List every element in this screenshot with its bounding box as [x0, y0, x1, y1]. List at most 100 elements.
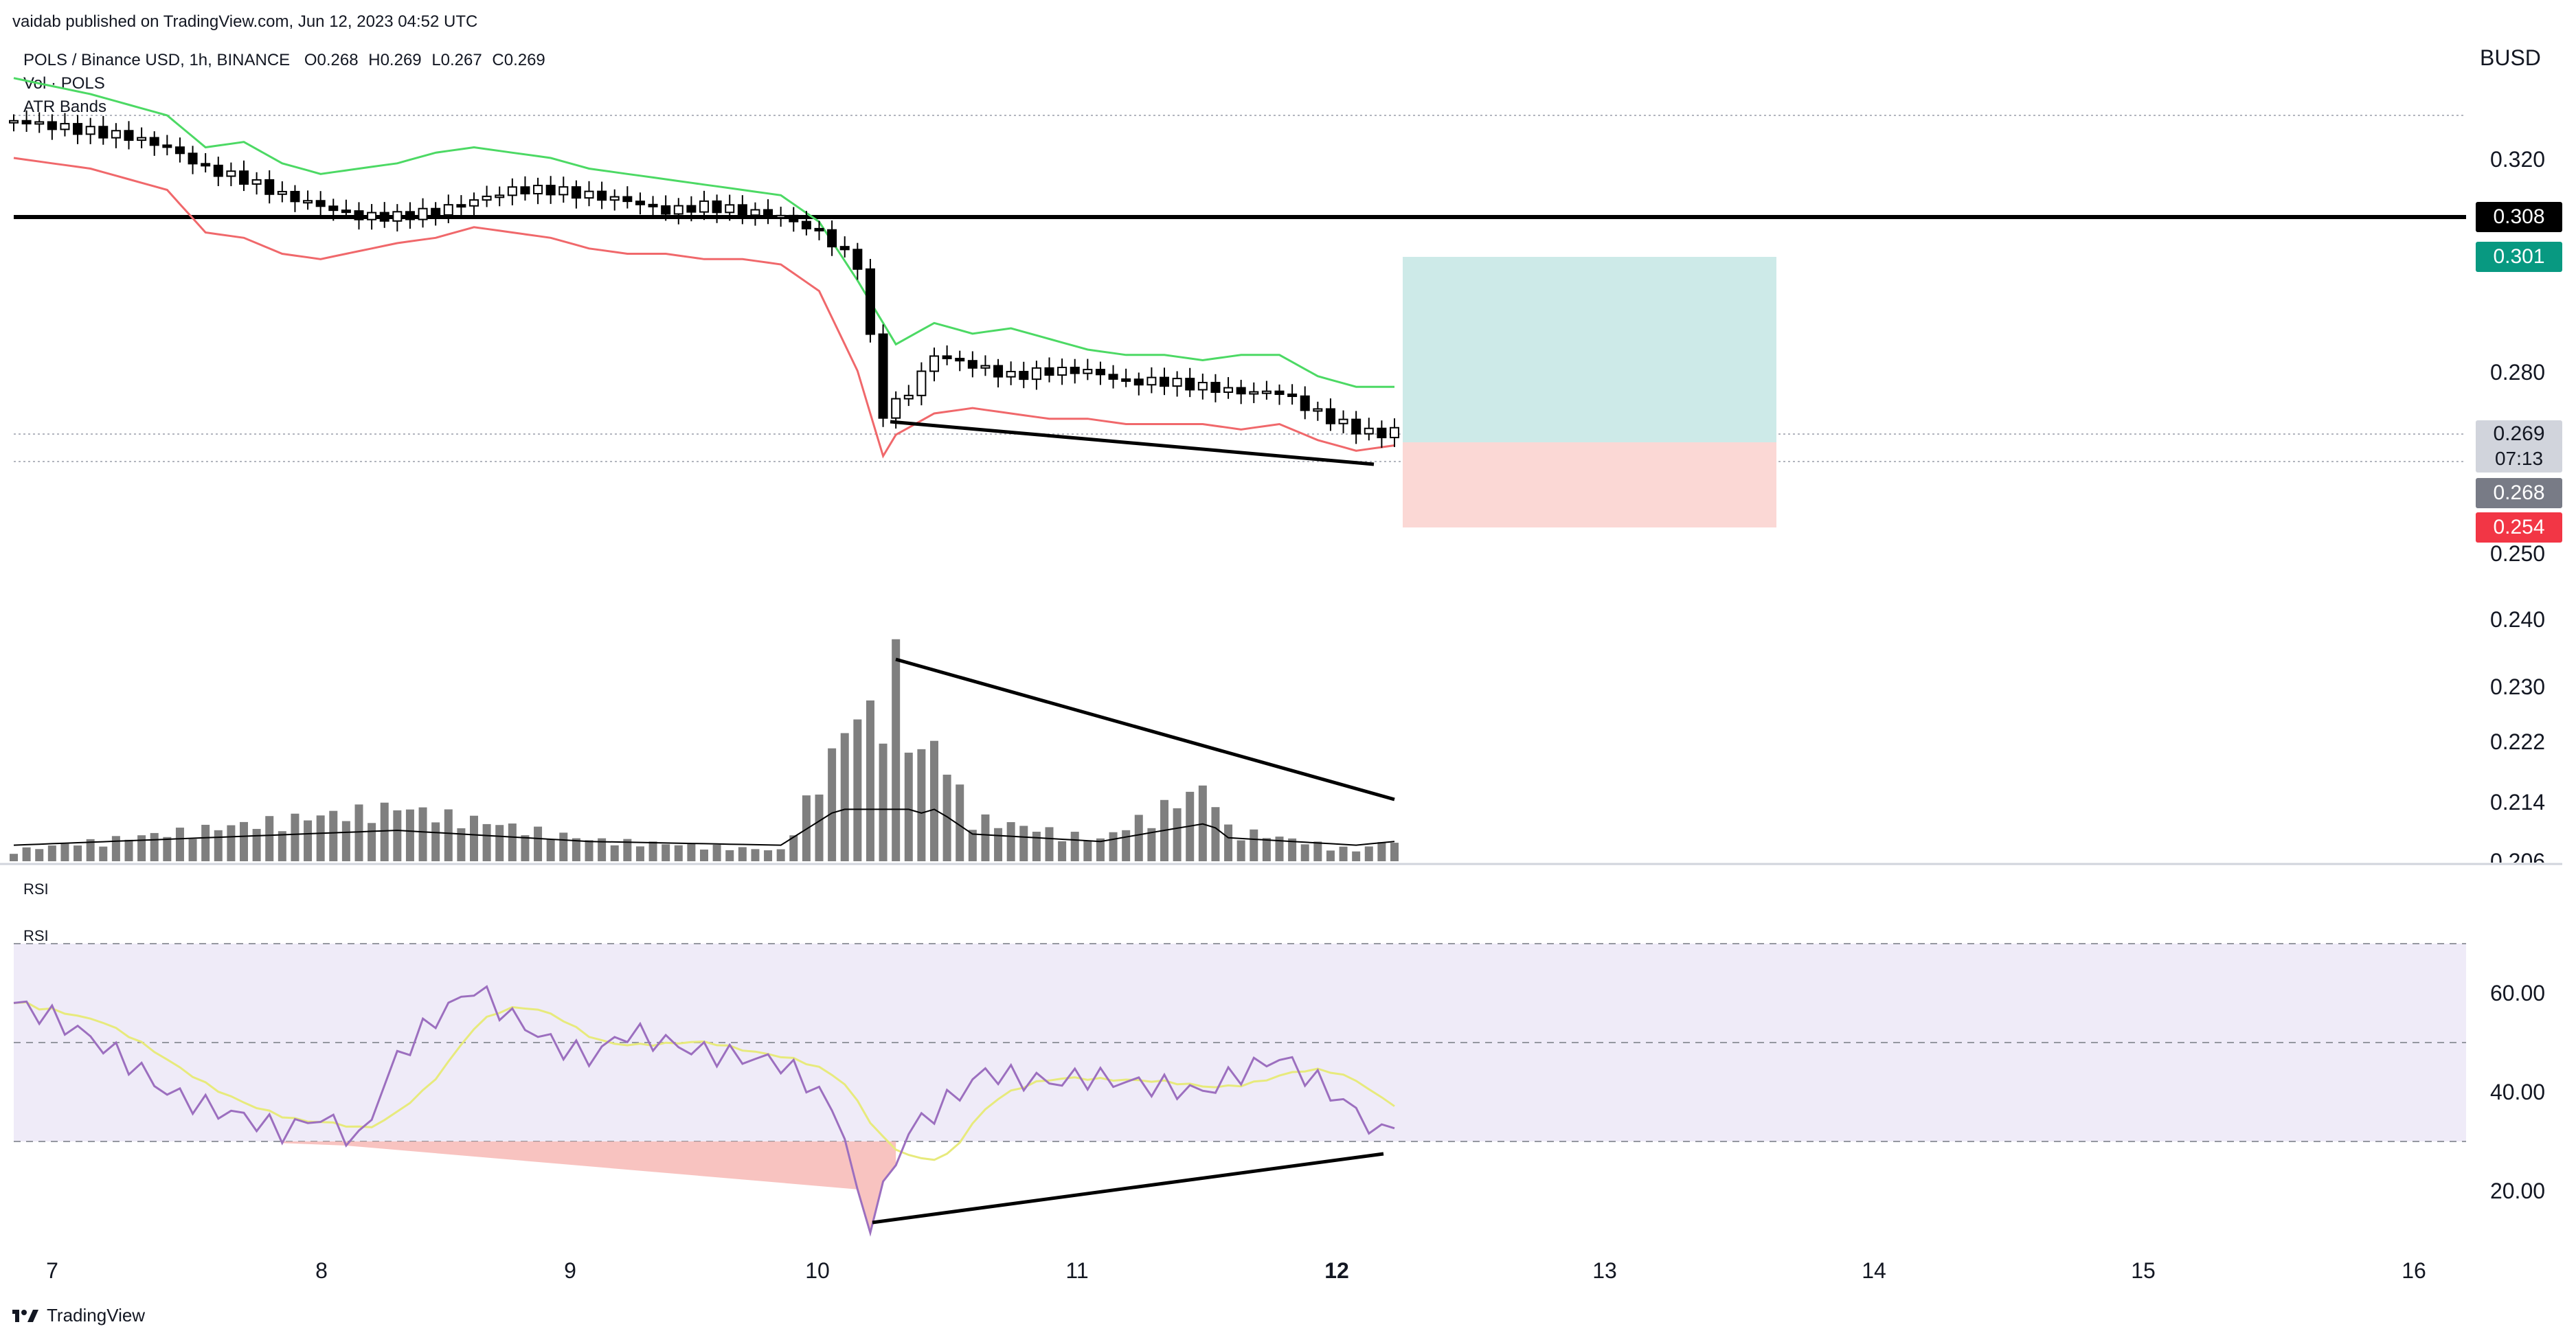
candle-down [124, 130, 134, 141]
candle-down [878, 333, 888, 419]
candle-up [1197, 382, 1208, 391]
volume-bar [828, 748, 837, 861]
candle-down [827, 229, 837, 248]
rsi-pane-title[interactable]: RSI [23, 880, 49, 898]
volume-bar [291, 813, 300, 861]
candle-up [85, 126, 95, 135]
volume-bar [240, 821, 248, 861]
candle-up [392, 211, 403, 222]
candle-up [137, 137, 147, 141]
candle-down [431, 207, 441, 216]
candle-down [73, 123, 83, 135]
volume-bar [700, 849, 708, 861]
atr-legend[interactable]: ATR Bands [23, 98, 106, 116]
volume-bar [904, 752, 913, 861]
candle-up [916, 370, 927, 396]
candle-up [558, 186, 569, 196]
candle-down [1044, 367, 1054, 376]
candle-down [622, 196, 633, 203]
volume-bar [175, 828, 184, 861]
volume-bar [22, 847, 31, 861]
candle-down [686, 205, 697, 213]
atr-upper-line [13, 77, 1394, 388]
volume-trendline [895, 657, 1395, 801]
volume-bar [86, 839, 95, 861]
volume-bars [10, 639, 1399, 861]
prev-price-tag: 0.268 [2476, 478, 2562, 508]
rsi-legend[interactable]: RSI [23, 927, 49, 944]
volume-ma-line [13, 808, 1395, 846]
candle-down [1185, 378, 1195, 391]
candle-up [750, 209, 760, 216]
volume-bar [764, 850, 773, 861]
candle-up [9, 120, 19, 124]
symbol-title: POLS / Binance USD, 1h, BINANCE [23, 51, 291, 69]
volume-bar [265, 816, 274, 861]
price-axis-label: 0.214 [2489, 790, 2546, 815]
volume-bar [393, 810, 402, 861]
volume-bar [662, 844, 670, 861]
candle-down [354, 210, 364, 220]
candle-down [290, 190, 300, 203]
volume-bar [994, 828, 1003, 861]
date-label: 7 [46, 1258, 58, 1283]
candle-up [584, 190, 594, 199]
volume-bar [482, 823, 491, 861]
volume-bar [674, 845, 683, 861]
target-price-tag: 0.301 [2476, 242, 2562, 272]
volume-bar [214, 830, 223, 861]
last-price-tag: 0.269 07:13 [2476, 420, 2562, 473]
volume-bar [99, 846, 108, 861]
volume-bar [610, 845, 619, 861]
volume-bar [521, 835, 530, 861]
candle-down [763, 209, 773, 218]
candle-up [929, 355, 939, 372]
volume-bar [1250, 829, 1258, 861]
volume-bar [751, 849, 760, 861]
publisher-line: vaidab published on TradingView.com, Jun… [12, 12, 478, 31]
candle-up [533, 185, 543, 195]
candle-down [737, 204, 747, 216]
date-label: 8 [315, 1258, 328, 1283]
resistance-price-tag: 0.308 [2476, 202, 2562, 232]
tradingview-branding[interactable]: TradingView [12, 1305, 145, 1326]
candle-down [379, 212, 389, 222]
volume-bar [1045, 827, 1054, 861]
price-axis-label: 0.250 [2489, 541, 2546, 566]
candle-down [789, 214, 799, 223]
volume-bar [10, 854, 18, 861]
volume-bar [278, 831, 286, 861]
candle-up [776, 214, 786, 218]
volume-bar [405, 809, 414, 861]
candle-down [341, 209, 351, 214]
volume-bar [1313, 841, 1322, 861]
candle-up [1364, 427, 1374, 435]
volume-bar [60, 843, 69, 861]
candle-down [98, 126, 109, 139]
date-label: 16 [2402, 1258, 2426, 1283]
volume-bar [188, 839, 197, 861]
candle-up [1057, 366, 1067, 376]
volume-bar [380, 802, 389, 861]
candle-up [609, 196, 620, 201]
volume-bar [341, 821, 350, 861]
volume-bar [1019, 826, 1028, 861]
stop-zone [1403, 442, 1776, 527]
volume-bar [1109, 832, 1118, 861]
price-axis-label: 0.222 [2489, 729, 2546, 754]
volume-bar [956, 784, 964, 861]
candle-down [1274, 390, 1285, 396]
volume-bar [1326, 850, 1335, 861]
symbol-legend[interactable]: POLS / Binance USD, 1h, BINANCE O0.268 H… [23, 51, 545, 70]
bar-countdown: 07:13 [2494, 448, 2544, 469]
volume-bar [163, 837, 172, 861]
candle-up [482, 195, 492, 201]
candle-down [1133, 378, 1144, 386]
volume-bar [111, 836, 120, 861]
volume-bar [252, 828, 261, 861]
candle-up [1146, 376, 1157, 386]
volume-bar [546, 839, 555, 861]
rsi-axis-label: 20.00 [2489, 1179, 2546, 1203]
last-price: 0.269 [2493, 422, 2545, 445]
